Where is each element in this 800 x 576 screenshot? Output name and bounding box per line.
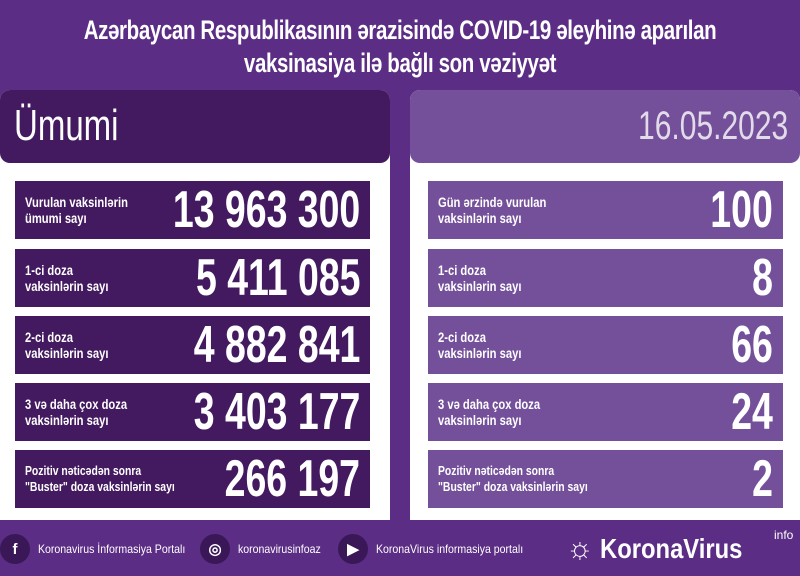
stat-row: Vurulan vaksinlərin ümumi sayı 13 963 300	[15, 181, 370, 239]
stat-label: Pozitiv nəticədən sonra "Buster" doza va…	[438, 463, 588, 494]
instagram-label: koronavirusinfoaz	[238, 542, 321, 556]
stat-label: 1-ci doza vaksinlərin sayı	[438, 262, 522, 294]
stat-row: 1-ci doza vaksinlərin sayı 8	[428, 249, 783, 307]
facebook-link[interactable]: f Koronavirus İnformasiya Portalı	[0, 534, 205, 564]
title-line-1: Azərbaycan Respublikasının ərazisində CO…	[83, 15, 717, 45]
page-title: Azərbaycan Respublikasının ərazisində CO…	[0, 14, 800, 80]
total-header-title: Ümumi	[14, 101, 119, 150]
stat-row: 1-ci doza vaksinlərin sayı 5 411 085	[15, 249, 370, 307]
date-text: 16.05.2023	[637, 104, 788, 148]
instagram-link[interactable]: ◎ koronavirusinfoaz	[200, 534, 332, 564]
title-line-2: vaksinasiya ilə bağlı son vəziyyət	[243, 48, 557, 78]
total-panel: Ümumi Vurulan vaksinlərin ümumi sayı 13 9…	[0, 90, 390, 520]
stat-label: Vurulan vaksinlərin ümumi sayı	[25, 194, 128, 226]
virus-logo-icon: ☼	[566, 532, 594, 565]
youtube-icon: ▶	[338, 534, 368, 564]
stat-row: 3 və daha çox doza vaksinlərin sayı 3 403…	[15, 383, 370, 441]
daily-panel: 16.05.2023 Gün ərzində vurulan vaksinlər…	[410, 90, 800, 520]
stat-value: 4 882 841	[193, 316, 360, 374]
stat-label: Pozitiv nəticədən sonra "Buster" doza va…	[25, 463, 175, 494]
stat-value: 3 403 177	[193, 383, 360, 441]
facebook-icon: f	[0, 534, 30, 564]
footer: f Koronavirus İnformasiya Portalı ◎ korona…	[0, 523, 800, 576]
instagram-icon: ◎	[200, 534, 230, 564]
youtube-label: KoronaVirus informasiya portalı	[376, 542, 524, 556]
stat-label: 2-ci doza vaksinlərin sayı	[438, 329, 522, 361]
date-header: 16.05.2023	[410, 90, 800, 163]
stat-row: Gün ərzində vurulan vaksinlərin sayı 100	[428, 181, 783, 239]
stat-value: 100	[710, 181, 773, 239]
stat-value: 266 197	[224, 450, 360, 508]
stat-value: 5 411 085	[195, 249, 360, 307]
total-header: Ümumi	[0, 90, 390, 163]
youtube-link[interactable]: ▶ KoronaVirus informasiya portalı	[338, 534, 543, 564]
brand-name: KoronaVirus	[600, 533, 743, 564]
facebook-label: Koronavirus İnformasiya Portalı	[38, 542, 186, 556]
stat-label: 3 və daha çox doza vaksinlərin sayı	[438, 396, 541, 428]
stat-label: 2-ci doza vaksinlərin sayı	[25, 329, 109, 361]
stat-label: Gün ərzində vurulan vaksinlərin sayı	[438, 194, 547, 226]
brand-suffix: info	[774, 528, 794, 542]
stat-value: 2	[752, 450, 773, 508]
stat-value: 8	[752, 249, 773, 307]
stat-label: 3 və daha çox doza vaksinlərin sayı	[25, 396, 128, 428]
stat-value: 66	[731, 316, 773, 374]
stat-value: 13 963 300	[172, 181, 360, 239]
stat-row: Pozitiv nəticədən sonra "Buster" doza va…	[428, 450, 783, 508]
stat-row: 2-ci doza vaksinlərin sayı 66	[428, 316, 783, 374]
stat-row: 2-ci doza vaksinlərin sayı 4 882 841	[15, 316, 370, 374]
stat-label: 1-ci doza vaksinlərin sayı	[25, 262, 109, 294]
stat-row: 3 və daha çox doza vaksinlərin sayı 24	[428, 383, 783, 441]
stat-row: Pozitiv nəticədən sonra "Buster" doza va…	[15, 450, 370, 508]
stat-value: 24	[731, 383, 773, 441]
